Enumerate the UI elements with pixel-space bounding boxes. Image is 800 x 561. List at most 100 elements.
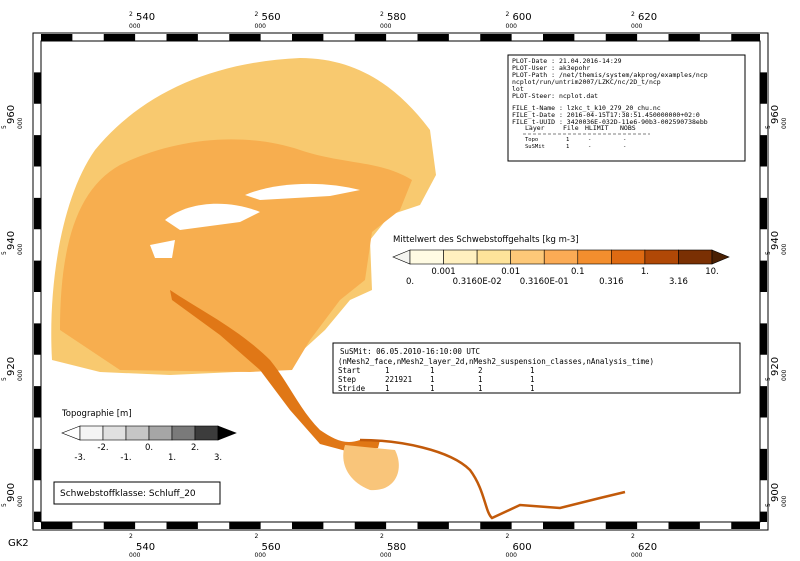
susmit-cell: Stride xyxy=(338,384,366,393)
x-coord-label: 600 xyxy=(513,12,532,23)
table-header: Layer xyxy=(525,124,545,132)
checker xyxy=(34,511,41,522)
map xyxy=(51,58,626,520)
legend-title: Mittelwert des Schwebstoffgehalts [kg m-… xyxy=(393,235,579,245)
coord-suffix: 000 xyxy=(380,23,392,30)
coord-prefix: 5 xyxy=(765,377,772,381)
tidal-flat xyxy=(343,445,399,491)
coord-prefix: 5 xyxy=(765,251,772,255)
coord-suffix: 000 xyxy=(17,243,24,255)
x-coord-label: 580 xyxy=(387,12,406,23)
river xyxy=(359,438,626,520)
checker xyxy=(103,522,136,529)
susmit-cell: Start xyxy=(338,366,361,375)
colorbar-label: 0.01 xyxy=(501,267,520,277)
checker xyxy=(605,522,638,529)
colorbar-box xyxy=(79,425,104,441)
coord-suffix: 000 xyxy=(129,23,141,30)
coord-prefix: 5 xyxy=(1,251,8,255)
checker xyxy=(731,522,760,529)
coord-prefix: 2 xyxy=(506,533,510,540)
susmit-cell: Step xyxy=(338,375,357,384)
estuary-body xyxy=(60,139,412,372)
coord-prefix: 2 xyxy=(631,533,635,540)
colorbar-box xyxy=(577,249,612,265)
checker xyxy=(760,135,767,167)
checker xyxy=(34,323,41,355)
checker xyxy=(668,522,700,529)
coord-prefix: 2 xyxy=(380,11,384,18)
coord-prefix: 5 xyxy=(765,125,772,129)
checker xyxy=(229,34,261,41)
colorbar-box xyxy=(125,425,150,441)
susmit-cell: 1 xyxy=(530,375,535,384)
susmit-cell: 1 xyxy=(530,384,535,393)
susmit-cell: 2 xyxy=(478,366,483,375)
table-header: File xyxy=(563,124,579,132)
info-line: lot xyxy=(512,85,524,93)
main-channel xyxy=(170,290,380,452)
info-box xyxy=(507,54,746,162)
x-coord-label: 560 xyxy=(262,12,281,23)
colorbar-box xyxy=(102,425,127,441)
colorbar-label: 10. xyxy=(705,267,719,277)
checker xyxy=(292,34,324,41)
colorbar-label: 0.3160E-02 xyxy=(453,277,502,287)
coord-suffix: 000 xyxy=(631,23,643,30)
colorbar-label: 1. xyxy=(641,267,649,277)
x-coord-label: 540 xyxy=(136,542,155,553)
coord-suffix: 000 xyxy=(781,495,788,507)
susmit-time: SuSMit: 06.05.2010-16:10:00 UTC xyxy=(340,347,480,356)
coord-suffix: 000 xyxy=(506,552,518,559)
y-coord-label: 940 xyxy=(770,231,781,250)
checker xyxy=(41,522,73,529)
colorbar-label: -1. xyxy=(120,453,131,463)
x-coord-label: 620 xyxy=(638,12,657,23)
checker xyxy=(41,34,73,41)
colorbar-box xyxy=(409,249,444,265)
colorbar-box xyxy=(644,249,679,265)
checker xyxy=(34,448,41,481)
susmit-cell: 1 xyxy=(385,384,390,393)
colorbar-label: 3.16 xyxy=(669,277,688,287)
coord-suffix: 000 xyxy=(781,117,788,129)
colorbar-end xyxy=(217,425,237,441)
legend-title: Topographie [m] xyxy=(61,409,132,419)
colorbar-label: -3. xyxy=(74,453,85,463)
checker xyxy=(34,197,41,230)
susmit-cell: 1 xyxy=(385,366,390,375)
coord-prefix: 2 xyxy=(129,533,133,540)
coord-prefix: 2 xyxy=(255,533,259,540)
susmit-box xyxy=(332,342,741,394)
colorbar-label: 0.1 xyxy=(571,267,585,277)
table-cell: 1 xyxy=(566,137,569,143)
coord-prefix: 5 xyxy=(1,125,8,129)
y-coord-label: 940 xyxy=(6,231,17,250)
crs-label: GK2 xyxy=(8,538,29,549)
frame-outer xyxy=(32,32,769,531)
checker xyxy=(417,522,449,529)
coord-suffix: 000 xyxy=(17,495,24,507)
info-line: PLOT-Steer: ncplot.dat xyxy=(512,92,598,100)
island xyxy=(245,183,360,200)
checker xyxy=(166,34,198,41)
checker xyxy=(760,72,767,104)
table-cell: - xyxy=(588,137,591,143)
colorbar-label: 2. xyxy=(191,443,199,453)
coord-suffix: 000 xyxy=(506,23,518,30)
checker xyxy=(34,72,41,104)
colorbar-box xyxy=(443,249,478,265)
susmit-dims: (nMesh2_face,nMesh2_layer_2d,nMesh2_susp… xyxy=(338,357,654,366)
colorbar-label: 1. xyxy=(168,453,176,463)
coord-suffix: 000 xyxy=(17,117,24,129)
colorbar-box xyxy=(611,249,646,265)
y-coord-label: 920 xyxy=(770,357,781,376)
checker xyxy=(480,522,512,529)
checker xyxy=(760,323,767,355)
coord-suffix: 000 xyxy=(129,552,141,559)
checker xyxy=(543,34,575,41)
colorbar-box xyxy=(171,425,196,441)
colorbar-box xyxy=(510,249,545,265)
checker xyxy=(543,522,575,529)
